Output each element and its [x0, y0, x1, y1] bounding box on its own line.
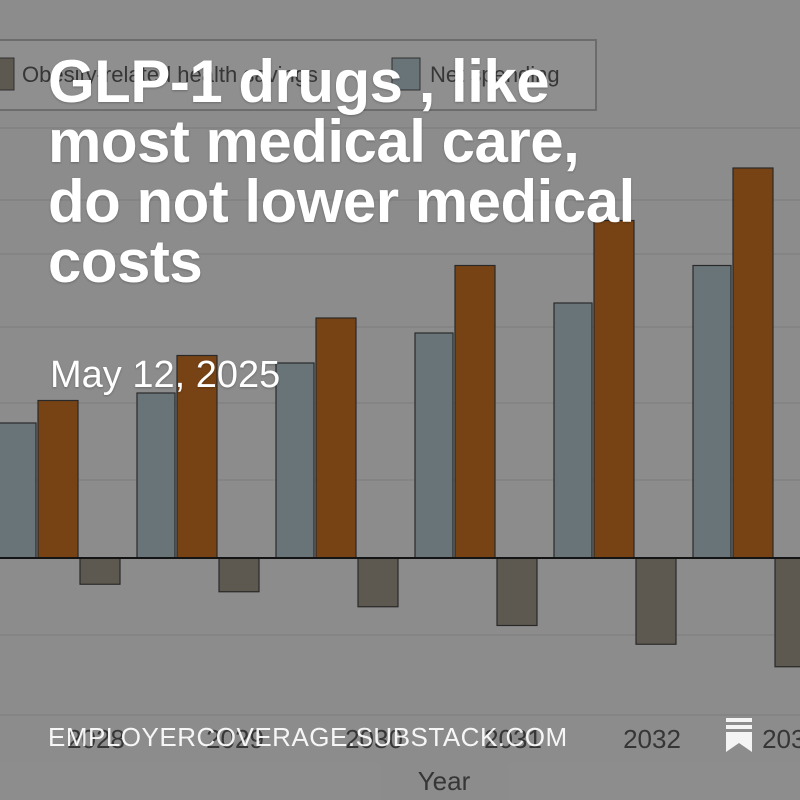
chart-x-tick-label: 2028 — [67, 724, 125, 754]
chart-bars — [0, 167, 800, 668]
chart-x-tick-labels: 2028 2029 2030 2031 2032 2033 — [67, 724, 800, 754]
chart-bar — [496, 557, 538, 627]
legend-label-savings: Obesity-related health savings — [22, 62, 318, 87]
legend-swatch-savings — [0, 57, 15, 91]
chart-x-tick-label: 2030 — [345, 724, 403, 754]
chart-bar — [774, 557, 800, 668]
chart-bar — [454, 264, 496, 559]
chart-bar — [79, 557, 121, 585]
bookmark-icon[interactable] — [724, 718, 754, 752]
chart-x-tick-label: 2029 — [206, 724, 264, 754]
chart-bar — [315, 317, 357, 559]
chart-x-tick-label: 2033 — [762, 724, 800, 754]
chart-x-tick-label: 2032 — [623, 724, 681, 754]
chart-bar — [275, 362, 315, 559]
chart-legend: Obesity-related health savings Net spend… — [0, 39, 597, 111]
legend-box — [0, 39, 597, 111]
chart-bar — [593, 219, 635, 559]
chart-bar — [635, 557, 677, 645]
chart-bar — [0, 422, 37, 559]
chart-bar — [37, 399, 79, 559]
site-name[interactable]: EMPLOYERCOVERAGE.SUBSTACK.COM — [48, 722, 568, 752]
chart-bar — [553, 302, 593, 559]
chart-bar — [357, 557, 399, 608]
chart-x-tick-label: 2031 — [484, 724, 542, 754]
chart-bar — [218, 557, 260, 593]
chart-bar — [692, 264, 732, 559]
post-title[interactable]: GLP-1 drugs , like most medical care, do… — [48, 48, 635, 295]
chart-gridlines — [0, 127, 800, 716]
chart-bar — [414, 332, 454, 559]
chart-x-axis-label: Year — [418, 766, 471, 796]
legend-label-net-spending: Net spending — [430, 62, 560, 87]
chart-bar — [732, 167, 774, 559]
post-date: May 12, 2025 — [50, 354, 281, 396]
legend-swatch-net-spending — [391, 57, 421, 91]
chart-bar — [136, 392, 176, 559]
